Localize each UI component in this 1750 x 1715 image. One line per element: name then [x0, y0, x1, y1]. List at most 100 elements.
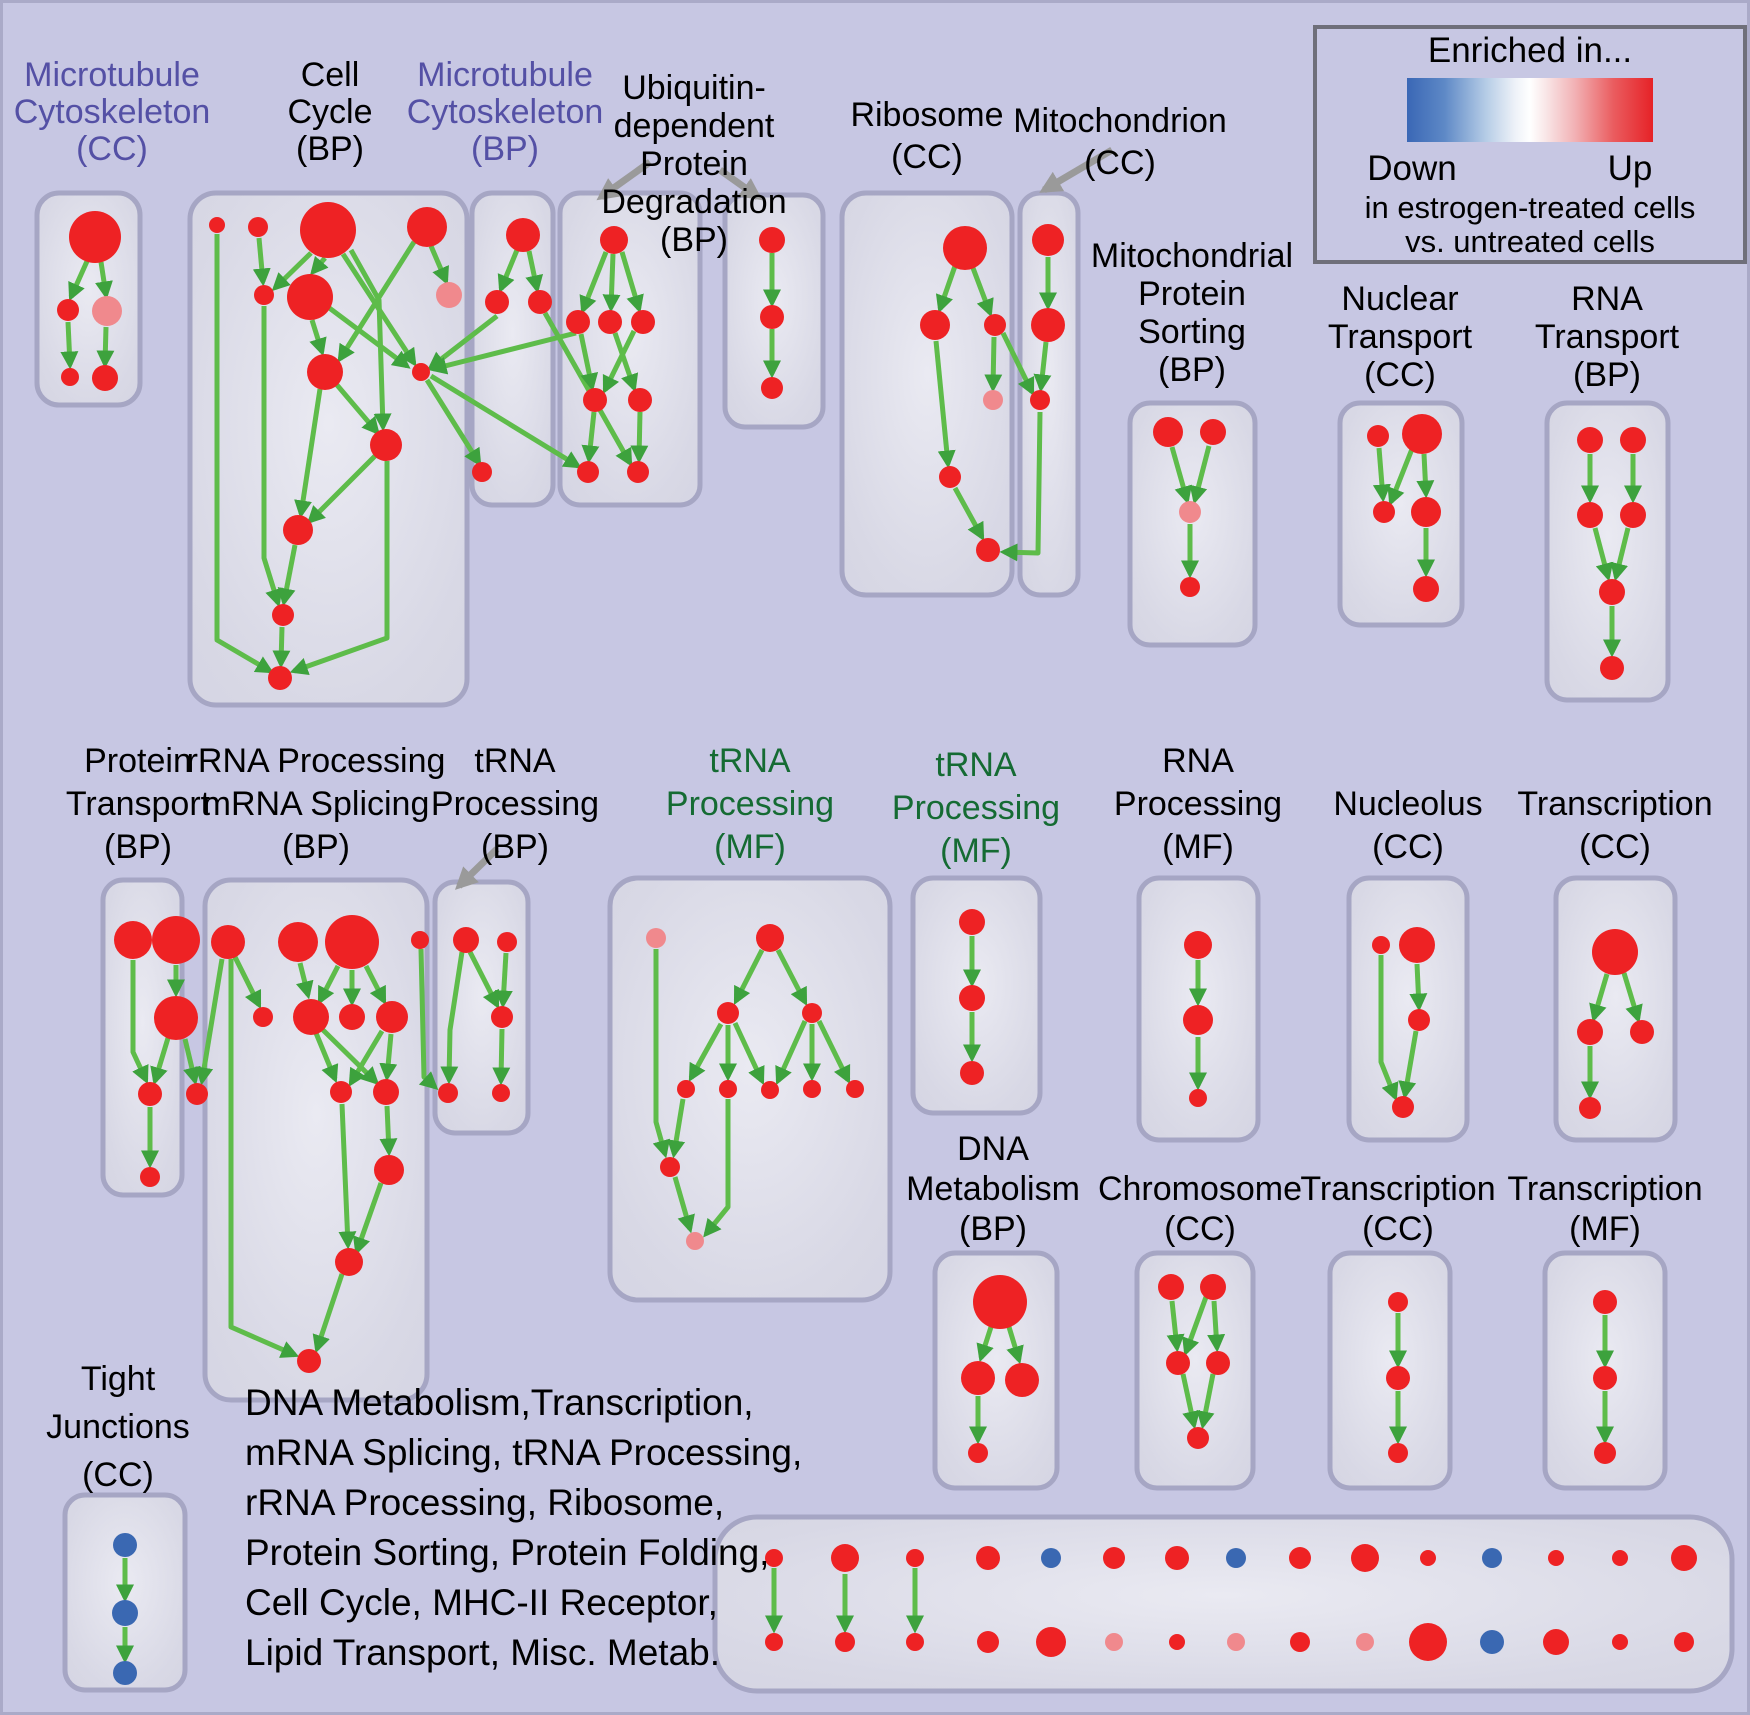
go-term-node-red-7 — [300, 202, 356, 258]
box-rna-transport — [1544, 400, 1671, 703]
go-term-node-pink-2 — [92, 296, 122, 326]
go-term-node-red-124 — [765, 1549, 783, 1567]
edge-arrow-62 — [182, 1038, 201, 1086]
go-term-node-red-24 — [598, 310, 622, 334]
group-label-ubiquitin-dependent-protein-degradation-bp: Ubiquitin-dependent Protein Degradation (BP… — [601, 69, 786, 259]
edge-arrow-7 — [310, 255, 329, 276]
edge-arrow-48 — [1189, 445, 1212, 505]
go-term-node-red-65 — [325, 915, 379, 969]
group-label-microtubule-cytoskeleton-cc: Microtubule Cytoskeleton (CC) — [14, 56, 211, 168]
go-term-node-red-88 — [803, 1080, 821, 1098]
edge-arrow-111 — [1207, 1300, 1226, 1353]
go-term-node-red-58 — [152, 916, 200, 964]
go-term-node-red-12 — [307, 354, 343, 390]
go-term-node-red-35 — [984, 314, 1006, 336]
go-term-node-red-116 — [1386, 1366, 1410, 1390]
go-term-node-pink-146 — [1227, 1633, 1245, 1651]
edge-arrow-15 — [335, 383, 380, 436]
edge-arrow-52 — [1416, 453, 1435, 499]
edge-arrow-77 — [338, 1103, 357, 1250]
legend-up-label: Up — [1608, 149, 1653, 188]
go-term-node-pink-148 — [1356, 1633, 1374, 1651]
edge-arrow-0 — [68, 257, 91, 302]
legend-subline-2: vs. untreated cells — [1405, 224, 1655, 259]
edge-arrow-101 — [1409, 963, 1428, 1012]
go-term-node-red-25 — [631, 310, 655, 334]
legend-gradient-bar — [1407, 78, 1653, 142]
go-term-node-blue-128 — [1041, 1548, 1061, 1568]
go-term-node-red-21 — [472, 462, 492, 482]
go-term-node-red-153 — [1674, 1632, 1694, 1652]
go-term-node-red-136 — [1548, 1550, 1564, 1566]
go-term-node-red-73 — [374, 1155, 404, 1185]
go-term-node-red-82 — [756, 924, 784, 952]
edge-arrow-88 — [732, 1021, 765, 1086]
edge-arrow-11 — [337, 240, 417, 363]
box-nuclear-transport — [1337, 400, 1465, 628]
go-term-node-red-1 — [57, 299, 79, 321]
go-term-node-red-26 — [583, 388, 607, 412]
go-term-node-red-78 — [491, 1006, 513, 1028]
edge-arrow-26 — [525, 250, 544, 294]
go-term-node-red-10 — [287, 274, 333, 320]
go-term-node-red-47 — [1402, 414, 1442, 454]
go-term-node-red-118 — [1593, 1290, 1617, 1314]
go-term-node-blue-135 — [1482, 1548, 1502, 1568]
go-term-node-red-6 — [248, 217, 268, 237]
go-term-node-red-16 — [272, 604, 294, 626]
edge-arrow-72 — [313, 1032, 339, 1084]
go-term-node-blue-123 — [113, 1661, 137, 1685]
go-term-node-red-15 — [283, 515, 313, 545]
group-label-tight-junctions-cc: Tight Junctions (CC) — [46, 1360, 190, 1494]
go-term-node-red-90 — [660, 1157, 680, 1177]
go-term-node-red-64 — [278, 922, 318, 962]
edge-arrow-46 — [1033, 341, 1052, 393]
box-ribosome — [839, 190, 1015, 598]
edge-arrow-112 — [1180, 1373, 1200, 1430]
go-term-node-red-134 — [1420, 1550, 1436, 1566]
go-term-node-red-142 — [977, 1631, 999, 1653]
edge-arrow-66 — [228, 959, 300, 1358]
go-term-node-red-130 — [1165, 1546, 1189, 1570]
go-term-node-red-42 — [1153, 417, 1183, 447]
go-term-node-red-27 — [628, 388, 652, 412]
go-term-node-red-83 — [717, 1002, 739, 1024]
edge-arrow-30 — [619, 251, 644, 314]
edge-arrow-5 — [252, 237, 271, 287]
go-term-node-red-33 — [943, 226, 987, 270]
go-term-node-red-80 — [492, 1084, 510, 1102]
go-term-node-red-105 — [1579, 1097, 1601, 1119]
edge-arrow-43 — [952, 486, 985, 541]
go-term-node-red-129 — [1103, 1547, 1125, 1569]
go-term-node-red-104 — [1630, 1020, 1654, 1044]
label-pointer-arrow-1 — [717, 167, 763, 201]
edge-arrow-16 — [294, 388, 323, 519]
go-term-node-pink-144 — [1105, 1633, 1123, 1651]
go-term-node-red-72 — [373, 1079, 399, 1105]
go-term-node-red-120 — [1594, 1442, 1616, 1464]
box-ubiquitin-main — [557, 190, 703, 508]
summary-note-block: DNA Metabolism,Transcription, mRNA Splici… — [245, 1382, 802, 1673]
group-label-chromosome-cc: Chromosome (CC) — [1098, 1170, 1302, 1248]
group-label-rrna-processing-mrna-splicing-bp: rRNA Processing mRNA Splicing (BP) — [187, 742, 446, 866]
go-term-node-red-60 — [138, 1082, 162, 1106]
group-label-mitochondrion-cc: Mitochondrion (CC) — [1013, 102, 1227, 182]
edge-arrow-67 — [295, 962, 314, 1000]
edge-arrow-13 — [309, 319, 327, 357]
edge-arrow-95 — [703, 1099, 731, 1238]
go-term-node-red-114 — [1187, 1427, 1209, 1449]
go-term-node-red-17 — [268, 666, 292, 690]
edge-arrow-22 — [428, 330, 577, 375]
go-term-node-red-152 — [1612, 1634, 1628, 1650]
go-term-node-red-67 — [253, 1007, 273, 1027]
go-term-node-red-38 — [976, 538, 1000, 562]
box-rrna-processing — [202, 877, 430, 1403]
go-term-node-pink-36 — [983, 390, 1003, 410]
go-term-node-red-92 — [959, 909, 985, 935]
go-term-node-red-32 — [761, 377, 783, 399]
go-term-node-red-112 — [1166, 1351, 1190, 1375]
edge-arrow-76 — [379, 1105, 398, 1157]
edge-arrow-93 — [667, 1098, 686, 1159]
go-term-node-red-106 — [973, 1275, 1027, 1329]
